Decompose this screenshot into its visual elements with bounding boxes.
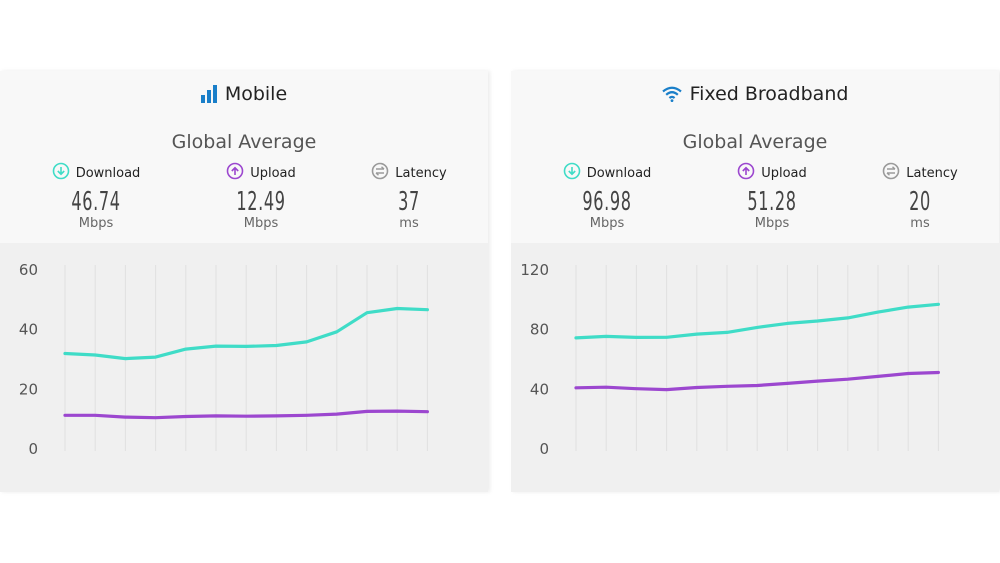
- mobile-line-chart: 0 20 40 60: [19, 261, 429, 458]
- fixed-global-average-label: Global Average: [682, 131, 828, 153]
- latency-unit: ms: [910, 216, 930, 231]
- mobile-panel: Mobile Global Average Download 46.74 Mbp…: [0, 71, 488, 492]
- latency-value: 37: [398, 187, 420, 217]
- mobile-panel-header: Mobile Global Average Download 46.74 Mbp…: [0, 71, 488, 243]
- fixed-panel-header: Fixed Broadband Global Average Download …: [511, 71, 999, 243]
- fixed-upload-metric: Upload 51.28 Mbps: [692, 162, 852, 231]
- upload-unit: Mbps: [243, 216, 279, 231]
- latency-value: 20: [909, 187, 931, 217]
- upload-label: Upload: [761, 165, 807, 181]
- series-line-download: [574, 302, 940, 340]
- fixed-download-metric: Download 96.98 Mbps: [527, 162, 687, 231]
- y-tick-label: 80: [530, 321, 549, 339]
- fixed-title-text: Fixed Broadband: [689, 83, 849, 105]
- y-tick-label: 120: [520, 261, 549, 279]
- upload-arrow-icon: [737, 162, 755, 184]
- download-label: Download: [586, 165, 652, 181]
- mobile-upload-metric: Upload 12.49 Mbps: [181, 162, 341, 231]
- series-line-download: [63, 306, 429, 361]
- fixed-chart: 0 40 80 120: [511, 243, 999, 492]
- wifi-icon: [661, 86, 682, 102]
- download-unit: Mbps: [589, 216, 625, 231]
- latency-unit: ms: [399, 216, 419, 231]
- latency-arrows-icon: [882, 162, 900, 184]
- upload-label: Upload: [250, 165, 296, 181]
- y-tick-label: 20: [19, 380, 38, 398]
- fixed-broadband-panel: Fixed Broadband Global Average Download …: [511, 71, 999, 492]
- y-tick-label: 60: [19, 261, 38, 279]
- upload-value: 12.49: [236, 187, 286, 217]
- download-value: 96.98: [582, 187, 632, 217]
- mobile-chart: 0 20 40 60: [0, 243, 488, 492]
- download-unit: Mbps: [78, 216, 114, 231]
- series-line-upload: [574, 370, 940, 392]
- y-tick-label: 40: [19, 321, 38, 339]
- mobile-title-text: Mobile: [224, 83, 288, 105]
- mobile-download-metric: Download 46.74 Mbps: [16, 162, 176, 231]
- latency-label: Latency: [906, 165, 958, 181]
- upload-unit: Mbps: [754, 216, 790, 231]
- y-tick-label: 0: [28, 440, 38, 458]
- y-tick-label: 40: [530, 380, 549, 398]
- latency-label: Latency: [395, 165, 447, 181]
- latency-arrows-icon: [371, 162, 389, 184]
- fixed-panel-title: Fixed Broadband: [511, 83, 999, 105]
- upload-value: 51.28: [747, 187, 797, 217]
- mobile-global-average-label: Global Average: [171, 131, 317, 153]
- upload-arrow-icon: [226, 162, 244, 184]
- y-tick-label: 0: [539, 440, 549, 458]
- download-arrow-icon: [52, 162, 70, 184]
- mobile-panel-title: Mobile: [0, 83, 488, 105]
- download-value: 46.74: [71, 187, 121, 217]
- signal-bars-icon: [200, 85, 217, 103]
- series-line-upload: [63, 409, 429, 420]
- fixed-latency-metric: Latency 20 ms: [840, 162, 1000, 231]
- fixed-line-chart: 0 40 80 120: [520, 261, 940, 458]
- download-arrow-icon: [563, 162, 581, 184]
- mobile-latency-metric: Latency 37 ms: [329, 162, 489, 231]
- download-label: Download: [75, 165, 141, 181]
